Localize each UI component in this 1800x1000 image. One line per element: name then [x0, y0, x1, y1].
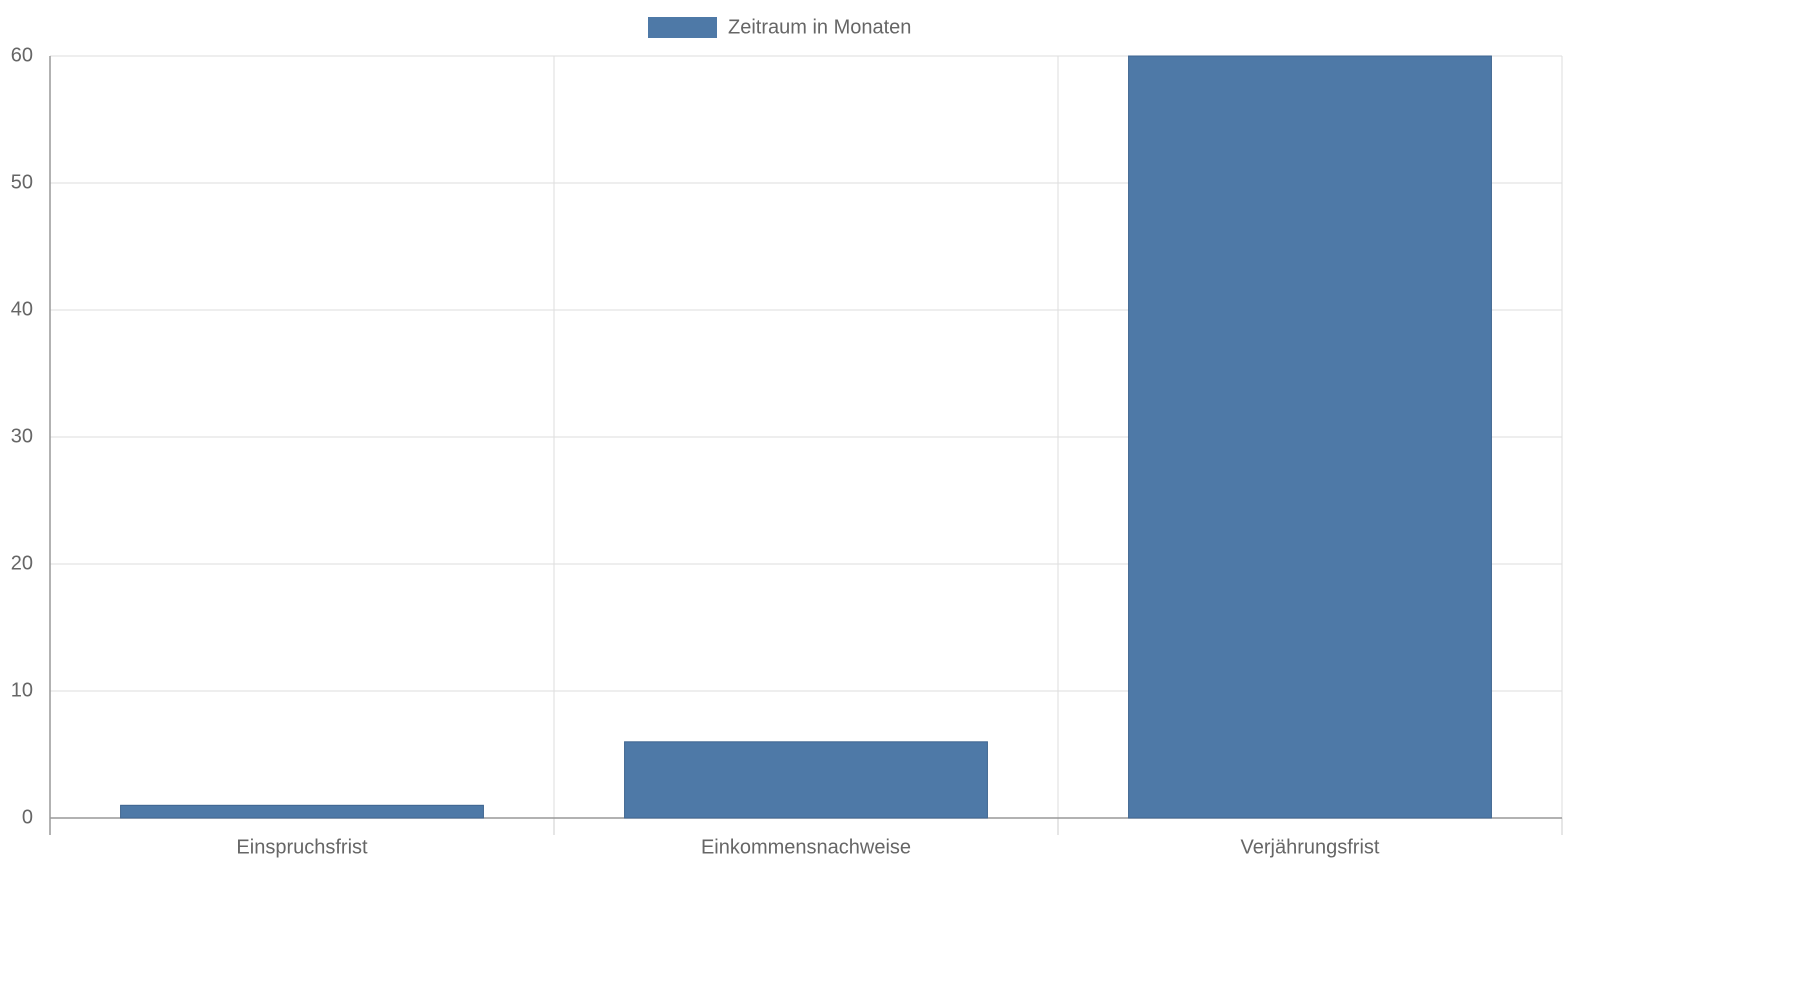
bar [1128, 55, 1492, 819]
y-tick-label: 60 [11, 44, 33, 66]
legend-label: Zeitraum in Monaten [728, 16, 911, 38]
y-tick-label: 20 [11, 552, 33, 574]
bar [120, 804, 484, 819]
y-tick-label: 0 [22, 806, 33, 828]
y-tick-label: 10 [11, 679, 33, 701]
bar [624, 741, 988, 819]
x-tick-label: Einspruchsfrist [236, 836, 368, 858]
y-tick-label: 40 [11, 298, 33, 320]
x-tick-label: Verjährungsfrist [1241, 836, 1380, 858]
x-tick-label: Einkommensnachweise [701, 836, 911, 858]
y-tick-label: 30 [11, 425, 33, 447]
legend-swatch [648, 17, 717, 38]
y-tick-label: 50 [11, 171, 33, 193]
